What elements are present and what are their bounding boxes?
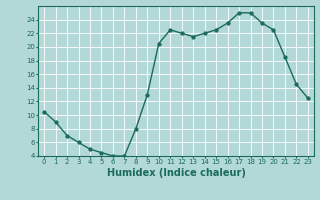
X-axis label: Humidex (Indice chaleur): Humidex (Indice chaleur) <box>107 168 245 178</box>
